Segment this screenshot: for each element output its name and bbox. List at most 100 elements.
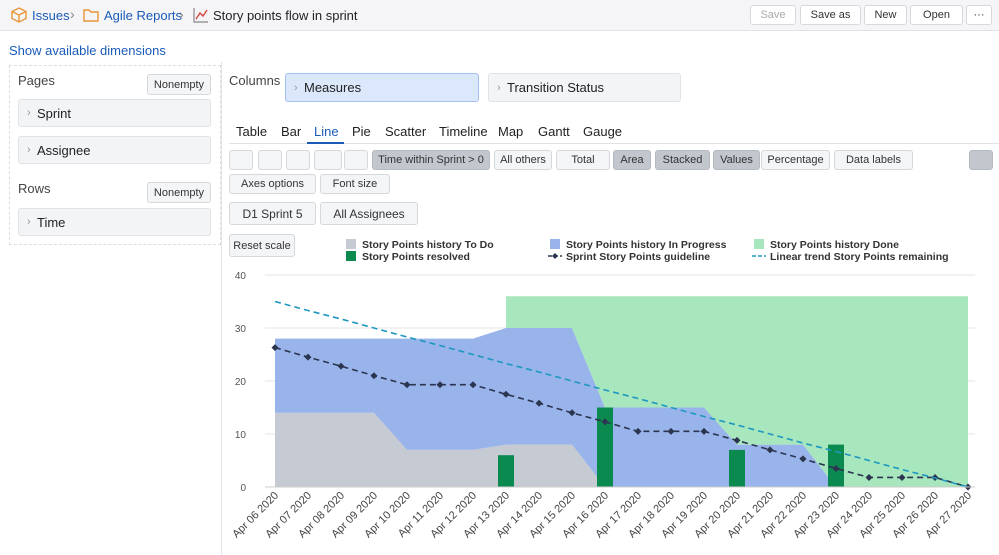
toolbar-button[interactable]: Open — [910, 5, 963, 25]
issues-icon — [11, 7, 27, 23]
marker — [601, 418, 609, 426]
marker — [865, 473, 873, 481]
legend-label: Linear trend Story Points remaining — [770, 251, 949, 263]
y-tick-label: 20 — [235, 377, 247, 388]
chart-tab[interactable]: Table — [236, 124, 268, 139]
chart-tab[interactable]: Scatter — [385, 124, 427, 139]
chart-tab[interactable]: Pie — [352, 124, 371, 139]
pages-label: Pages — [18, 73, 55, 88]
reset-scale-button[interactable]: Reset scale — [229, 234, 295, 257]
icon-button[interactable] — [344, 150, 368, 170]
option-button[interactable]: Percentage — [761, 150, 830, 170]
marker — [733, 436, 741, 444]
column-item[interactable]: Transition Status — [488, 73, 681, 102]
toolbar-button[interactable]: Save as — [800, 5, 861, 25]
option-button[interactable]: Data labels — [834, 150, 913, 170]
area — [506, 296, 968, 487]
bar — [729, 449, 745, 487]
icon-button[interactable] — [258, 150, 282, 170]
legend-label: Story Points resolved — [362, 251, 470, 263]
filter-dropdown[interactable]: All Assignees — [320, 202, 418, 225]
separator: › — [70, 6, 75, 22]
marker — [271, 344, 279, 352]
chart-tab[interactable]: Line — [314, 124, 339, 139]
marker — [799, 455, 807, 463]
filter-dropdown[interactable]: D1 Sprint 5 — [229, 202, 316, 225]
marker — [436, 381, 444, 389]
marker — [700, 427, 708, 435]
option-button[interactable]: Total — [556, 150, 610, 170]
legend-label: Story Points history Done — [770, 239, 899, 251]
marker — [832, 464, 840, 472]
marker — [370, 372, 378, 380]
active-tab-underline — [307, 142, 344, 144]
breadcrumb-link[interactable]: Agile Reports — [104, 8, 183, 23]
marker — [535, 399, 543, 407]
option-button[interactable]: Time within Sprint > 0 — [372, 150, 490, 170]
nonempty-button[interactable]: Nonempty — [147, 74, 211, 95]
toolbar-button[interactable]: Save — [750, 5, 796, 25]
dimensions-panel — [9, 65, 221, 245]
divider — [221, 62, 222, 555]
option-button[interactable]: Values — [713, 150, 760, 170]
y-tick-label: 0 — [240, 483, 246, 494]
y-tick-label: 10 — [235, 430, 247, 441]
folder-icon — [83, 9, 99, 22]
chart-tab[interactable]: Gantt — [538, 124, 570, 139]
refresh-button[interactable] — [969, 150, 993, 170]
legend-swatch — [754, 239, 764, 249]
legend-label: Story Points history To Do — [362, 239, 494, 251]
legend-swatch — [550, 239, 560, 249]
column-item[interactable]: Measures — [285, 73, 479, 102]
y-tick-label: 40 — [235, 271, 247, 282]
legend-label: Sprint Story Points guideline — [566, 251, 710, 263]
bar — [498, 455, 514, 487]
tabs-divider — [229, 143, 999, 144]
chart-tab[interactable]: Map — [498, 124, 524, 139]
chart-tab[interactable]: Gauge — [583, 124, 623, 139]
option-button[interactable]: Axes options — [229, 174, 316, 194]
marker — [502, 390, 510, 398]
dimension-item[interactable]: Assignee — [18, 136, 211, 164]
chart-tab[interactable]: Bar — [281, 124, 302, 139]
columns-label: Columns — [229, 73, 281, 88]
breadcrumb-link[interactable]: Issues — [32, 8, 70, 23]
chart-tab[interactable]: Timeline — [439, 124, 488, 139]
legend-swatch — [346, 239, 356, 249]
marker — [337, 362, 345, 370]
option-button[interactable]: Area — [613, 150, 651, 170]
marker — [304, 353, 312, 361]
area — [275, 412, 968, 487]
toolbar-button[interactable]: ··· — [966, 5, 992, 25]
legend-swatch — [346, 251, 356, 261]
separator: › — [179, 6, 184, 22]
option-button[interactable]: Stacked — [655, 150, 710, 170]
marker — [403, 381, 411, 389]
report-title: Story points flow in sprint — [213, 8, 358, 23]
nonempty-button[interactable]: Nonempty — [147, 182, 211, 203]
icon-button[interactable] — [286, 150, 310, 170]
legend-label: Story Points history In Progress — [566, 239, 727, 251]
marker — [667, 427, 675, 435]
dimension-item[interactable]: Sprint — [18, 99, 211, 127]
dimension-item[interactable]: Time — [18, 208, 211, 236]
marker — [898, 473, 906, 481]
marker — [469, 381, 477, 389]
option-button[interactable]: All others — [494, 150, 552, 170]
y-tick-label: 30 — [235, 324, 247, 335]
marker — [766, 446, 774, 454]
line — [274, 346, 969, 488]
option-button[interactable]: Font size — [320, 174, 390, 194]
report-icon — [193, 8, 208, 23]
show-dimensions-link[interactable]: Show available dimensions — [9, 43, 166, 58]
bar — [597, 407, 613, 487]
legend-swatch — [552, 253, 558, 259]
icon-button[interactable] — [229, 150, 253, 170]
marker — [634, 427, 642, 435]
icon-button[interactable] — [314, 150, 342, 170]
marker — [568, 409, 576, 417]
rows-label: Rows — [18, 181, 51, 196]
toolbar-button[interactable]: New — [864, 5, 907, 25]
